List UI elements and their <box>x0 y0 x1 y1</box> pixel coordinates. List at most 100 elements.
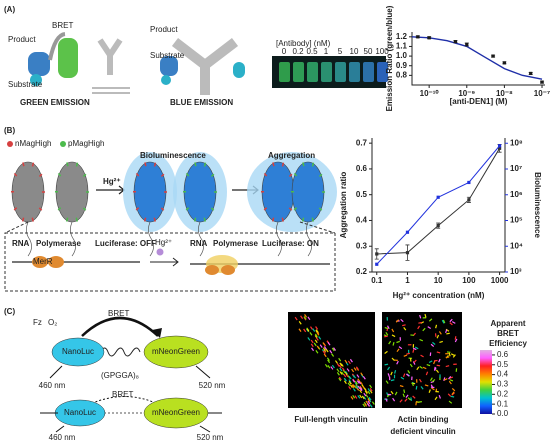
spike <box>66 162 69 167</box>
speckle <box>384 335 388 338</box>
flagellum <box>26 221 32 257</box>
y-tick-label: 0.9 <box>396 61 408 70</box>
speckle <box>399 399 403 403</box>
speckle <box>452 354 456 358</box>
speckle <box>315 326 319 330</box>
text: Luciferase: OFF <box>95 239 156 248</box>
spike <box>210 207 215 211</box>
speckle <box>369 387 373 392</box>
speckle <box>348 380 352 385</box>
panel-label: (C) <box>4 307 15 316</box>
speckle <box>353 385 357 389</box>
speckle <box>306 328 310 332</box>
x-tick-label: 10⁻¹⁰ <box>420 89 440 98</box>
legend-red <box>7 141 13 147</box>
speckle <box>340 363 344 367</box>
speckle <box>384 326 389 330</box>
speckle <box>418 321 422 324</box>
speckle <box>386 392 389 396</box>
y-tick-label: 0.7 <box>356 138 368 147</box>
speckle <box>352 379 356 383</box>
spike <box>281 162 285 167</box>
substrate-b <box>161 75 171 85</box>
connector <box>48 32 66 61</box>
y-tick-label: 0.8 <box>396 70 408 79</box>
speckle <box>448 352 451 357</box>
bacterium <box>183 161 217 223</box>
speckle <box>403 354 408 357</box>
spike <box>153 162 157 167</box>
speckle <box>362 376 366 380</box>
speckle <box>394 370 397 374</box>
spike <box>143 217 147 222</box>
speckle <box>367 388 371 392</box>
speckle <box>430 384 434 389</box>
speckle <box>409 357 412 362</box>
spike <box>263 207 268 211</box>
spike <box>65 217 69 222</box>
luciferase <box>28 52 50 76</box>
speckle <box>403 389 406 394</box>
legend-text: nMagHigh <box>15 139 51 148</box>
caption: Actin binding <box>397 415 448 424</box>
speckle <box>386 317 388 321</box>
speckle <box>428 318 433 322</box>
speckle <box>338 357 342 362</box>
speckle <box>435 369 439 374</box>
speckle <box>431 387 435 391</box>
well <box>377 62 388 82</box>
speckle <box>336 368 340 373</box>
speckle <box>303 328 307 333</box>
speckle <box>394 359 398 361</box>
spike <box>272 162 275 167</box>
speckle <box>414 346 419 350</box>
data-point <box>467 198 471 202</box>
dashed-box <box>4 232 336 292</box>
speckle <box>448 380 452 385</box>
speckle <box>314 339 318 344</box>
speckle <box>442 319 446 324</box>
speckle <box>439 374 441 378</box>
spike <box>293 172 298 177</box>
spike <box>271 217 275 222</box>
spike <box>31 217 34 222</box>
series-line <box>376 148 501 255</box>
speckle <box>341 371 345 376</box>
y-tick-label: 0.5 <box>356 190 368 199</box>
speckle <box>436 351 441 354</box>
flagellum <box>70 221 76 257</box>
speckle <box>429 377 433 382</box>
speckle <box>359 381 363 385</box>
speckle <box>415 385 418 390</box>
y-tick-label: 0.4 <box>356 216 368 225</box>
data-point <box>465 42 469 47</box>
speckle <box>356 387 360 391</box>
spike <box>263 172 268 177</box>
spike <box>193 217 197 222</box>
speckle <box>390 379 395 382</box>
spike <box>57 207 62 211</box>
y2-tick-label: 10⁵ <box>510 216 523 225</box>
data-point <box>436 224 440 228</box>
plate-label: 5 <box>338 47 343 56</box>
speckle <box>347 360 351 365</box>
speckle <box>341 367 345 372</box>
speckle <box>404 398 408 402</box>
speckle <box>428 360 433 364</box>
speckle <box>355 366 359 370</box>
colorbar-tick-label: 0.0 <box>497 409 509 418</box>
spike <box>135 207 140 211</box>
speckle <box>348 386 352 390</box>
equilibrium-arrows <box>92 87 130 94</box>
speckle <box>441 319 445 324</box>
data-point <box>453 40 458 44</box>
speckle <box>451 391 455 395</box>
series-line <box>376 145 500 265</box>
text: BRET <box>108 309 129 318</box>
spike <box>135 172 140 177</box>
plate-title: [Antibody] (nM) <box>276 39 331 48</box>
speckle <box>439 340 443 344</box>
speckle <box>416 379 418 383</box>
speckle <box>364 390 368 395</box>
